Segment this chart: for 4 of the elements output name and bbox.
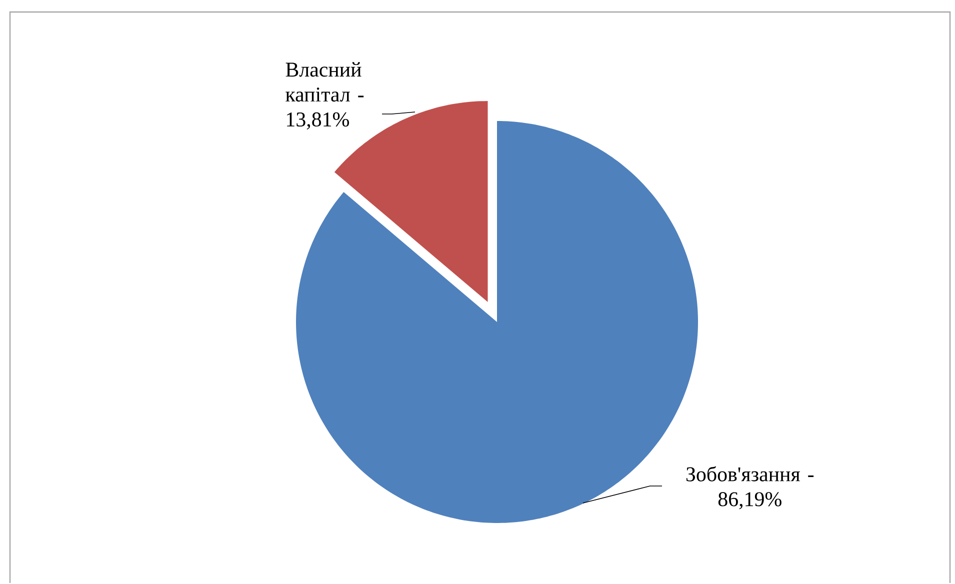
slice-label: Зобов'язання -	[686, 466, 814, 482]
slice-label: Власний капітал -	[286, 62, 364, 102]
data-label: 13,81%	[287, 112, 349, 130]
data-label: 86,19%	[718, 492, 782, 510]
